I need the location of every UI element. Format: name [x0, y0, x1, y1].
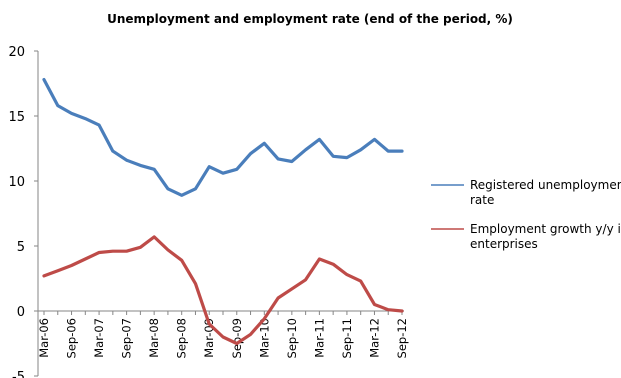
y-tick-label: 5 [17, 240, 25, 255]
y-tick-label: 10 [8, 175, 25, 190]
series-line-2 [42, 235, 404, 346]
legend-label-2: Employment growth y/y in enterprises [470, 222, 621, 251]
legend: Registered unemployment rate Employment gr… [431, 178, 621, 251]
x-tick-label: Sep-11 [340, 318, 354, 358]
legend-label-1: Registered unemployment rate [470, 178, 621, 207]
y-tick-label: 0 [17, 305, 25, 320]
x-tick-label: Mar-10 [257, 318, 271, 358]
x-tick-label: Mar-12 [367, 318, 381, 358]
x-tick-label: Sep-12 [395, 318, 409, 358]
axes: 20 15 10 5 0 -5 Mar-06 Sep-06 Mar-07 Sep-07 Mar-08… [8, 45, 409, 378]
chart-title: Unemployment and employment rate (end of… [107, 12, 513, 26]
x-tick-label: Sep-10 [285, 318, 299, 358]
x-tick-label: Sep-09 [230, 318, 244, 358]
x-tick-label: Mar-07 [92, 318, 106, 358]
x-tick-label: Mar-06 [37, 318, 51, 358]
x-tick-label: Mar-11 [312, 318, 326, 358]
x-tick-label: Sep-06 [65, 318, 79, 358]
x-tick-label: Mar-08 [147, 318, 161, 358]
x-tick-label: Sep-07 [120, 318, 134, 358]
x-tick-label: Sep-08 [175, 318, 189, 358]
series-layer [42, 77, 404, 346]
y-tick-label: 15 [8, 110, 25, 125]
y-tick-label: -5 [12, 370, 25, 378]
y-tick-label: 20 [8, 45, 25, 60]
series-line-1 [42, 77, 404, 197]
